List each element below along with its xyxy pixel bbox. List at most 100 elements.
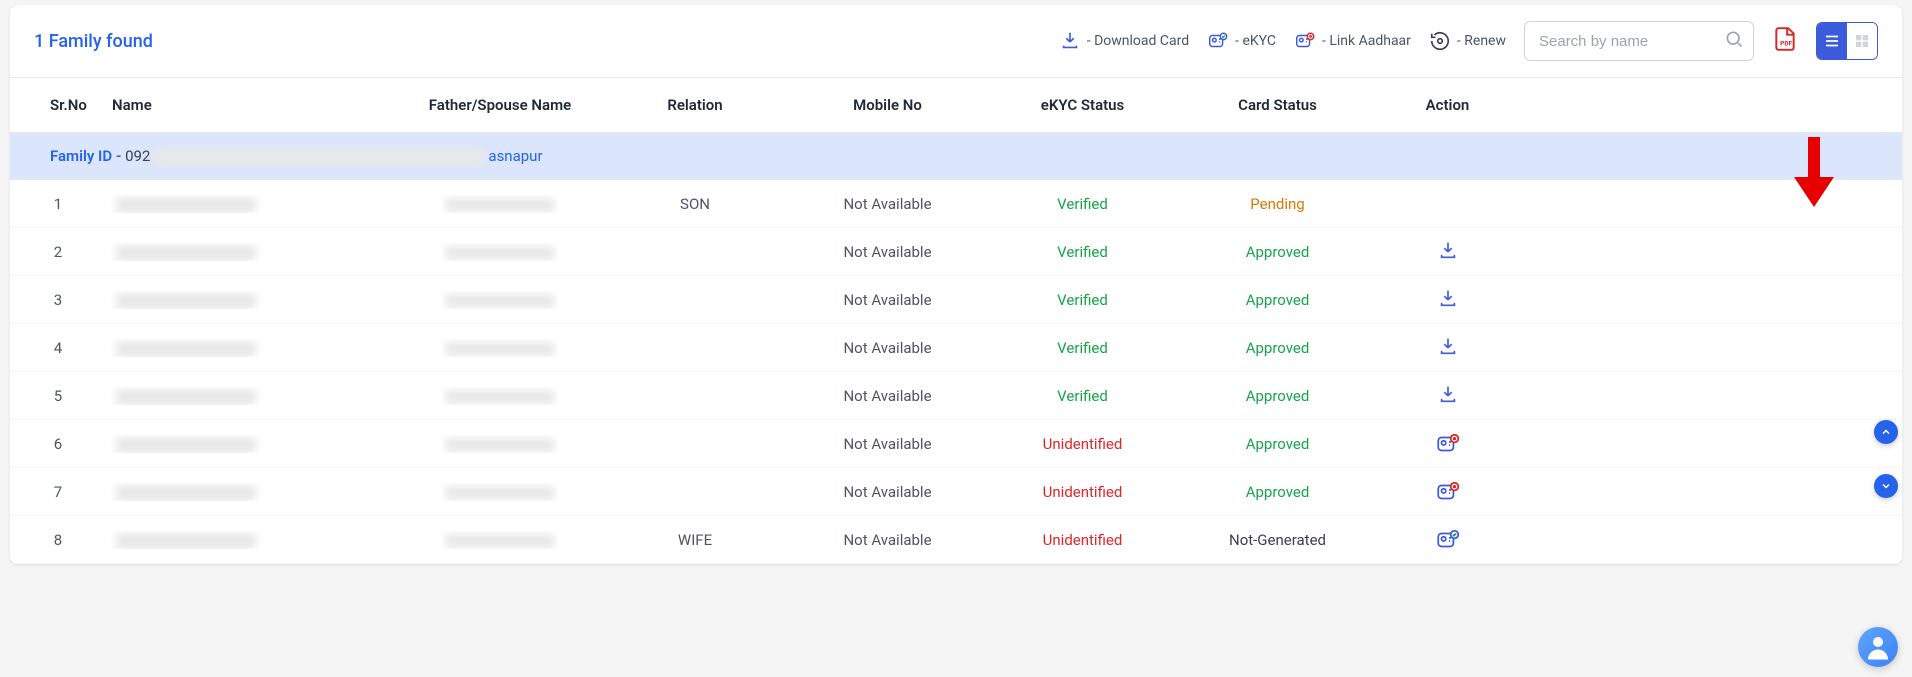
table-row: 7 Not AvailableUnidentifiedApproved bbox=[10, 468, 1902, 516]
cell-sr: 8 bbox=[10, 531, 100, 549]
ekyc-text: - eKYC bbox=[1235, 33, 1276, 49]
cell-mobile: Not Available bbox=[790, 387, 985, 405]
table-header-row: Sr.No Name Father/Spouse Name Relation M… bbox=[10, 78, 1902, 133]
cell-name bbox=[100, 531, 400, 549]
cell-ekyc-status: Unidentified bbox=[985, 483, 1180, 501]
cell-mobile: Not Available bbox=[790, 435, 985, 453]
table-row: 8 WIFENot AvailableUnidentifiedNot-Genera… bbox=[10, 516, 1902, 564]
col-relation: Relation bbox=[600, 96, 790, 114]
col-action: Action bbox=[1375, 96, 1520, 114]
cell-action bbox=[1375, 239, 1520, 265]
main-panel: 1 Family found - Download Card bbox=[10, 5, 1902, 564]
download-row-icon[interactable] bbox=[1437, 239, 1459, 265]
download-row-icon[interactable] bbox=[1437, 383, 1459, 409]
pdf-export-icon[interactable]: PDF bbox=[1772, 26, 1798, 56]
cell-sr: 4 bbox=[10, 339, 100, 357]
cell-mobile: Not Available bbox=[790, 291, 985, 309]
table-row: 5Not AvailableVerifiedApproved bbox=[10, 372, 1902, 420]
cell-name bbox=[100, 339, 400, 357]
table-row: 4 Not AvailableVerifiedApproved bbox=[10, 324, 1902, 372]
ekyc-row-icon[interactable] bbox=[1435, 431, 1461, 457]
col-name: Name bbox=[100, 96, 400, 114]
cell-ekyc-status: Verified bbox=[985, 387, 1180, 405]
highlight-arrow bbox=[1794, 137, 1834, 207]
scroll-down-button[interactable] bbox=[1874, 474, 1898, 498]
search-box bbox=[1524, 21, 1754, 61]
cell-father-spouse bbox=[400, 531, 600, 549]
download-card-text: - Download Card bbox=[1087, 33, 1189, 49]
cell-name bbox=[100, 195, 400, 213]
cell-ekyc-status: Unidentified bbox=[985, 435, 1180, 453]
cell-relation: WIFE bbox=[600, 531, 790, 549]
cell-card-status: Approved bbox=[1180, 483, 1375, 501]
cell-ekyc-status: Verified bbox=[985, 339, 1180, 357]
cell-name bbox=[100, 387, 400, 405]
download-row-icon[interactable] bbox=[1437, 287, 1459, 313]
cell-mobile: Not Available bbox=[790, 483, 985, 501]
header-actions: - Download Card - eKYC bbox=[1059, 21, 1878, 61]
cell-mobile: Not Available bbox=[790, 243, 985, 261]
family-id-suffix: asnapur bbox=[488, 147, 542, 165]
ekyc-icon bbox=[1207, 30, 1229, 52]
cell-action bbox=[1375, 431, 1520, 457]
col-father-spouse: Father/Spouse Name bbox=[400, 96, 600, 114]
link-aadhaar-link[interactable]: - Link Aadhaar bbox=[1294, 30, 1411, 52]
cell-mobile: Not Available bbox=[790, 531, 985, 549]
cell-father-spouse bbox=[400, 339, 600, 357]
family-id-prefix: 092 bbox=[125, 147, 150, 165]
cell-card-status: Approved bbox=[1180, 435, 1375, 453]
cell-ekyc-status: Verified bbox=[985, 243, 1180, 261]
download-card-link[interactable]: - Download Card bbox=[1059, 30, 1189, 52]
cell-card-status: Approved bbox=[1180, 243, 1375, 261]
cell-relation: SON bbox=[600, 195, 790, 213]
cell-sr: 7 bbox=[10, 483, 100, 501]
scroll-buttons bbox=[1874, 420, 1898, 498]
aadhaar-icon bbox=[1294, 30, 1316, 52]
grid-view-button[interactable] bbox=[1847, 23, 1877, 59]
chat-avatar[interactable] bbox=[1858, 627, 1898, 667]
cell-name bbox=[100, 291, 400, 309]
cell-card-status: Approved bbox=[1180, 291, 1375, 309]
cell-sr: 1 bbox=[10, 195, 100, 213]
family-id-label: Family ID - bbox=[50, 147, 125, 165]
search-input[interactable] bbox=[1524, 21, 1754, 61]
col-srno: Sr.No bbox=[10, 96, 100, 114]
cell-father-spouse bbox=[400, 435, 600, 453]
cell-mobile: Not Available bbox=[790, 195, 985, 213]
renew-icon bbox=[1429, 30, 1451, 52]
view-toggle bbox=[1816, 22, 1878, 60]
cell-father-spouse bbox=[400, 195, 600, 213]
col-card-status: Card Status bbox=[1180, 96, 1375, 114]
renew-link[interactable]: - Renew bbox=[1429, 30, 1506, 52]
cell-card-status: Approved bbox=[1180, 339, 1375, 357]
ekyc-link[interactable]: - eKYC bbox=[1207, 30, 1276, 52]
scroll-up-button[interactable] bbox=[1874, 420, 1898, 444]
cell-father-spouse bbox=[400, 243, 600, 261]
cell-card-status: Approved bbox=[1180, 387, 1375, 405]
list-view-button[interactable] bbox=[1817, 23, 1847, 59]
cell-action bbox=[1375, 527, 1520, 553]
ekyc-row-icon[interactable] bbox=[1435, 479, 1461, 505]
cell-father-spouse bbox=[400, 387, 600, 405]
cell-father-spouse bbox=[400, 291, 600, 309]
cell-ekyc-status: Unidentified bbox=[985, 531, 1180, 549]
cell-mobile: Not Available bbox=[790, 339, 985, 357]
table-row: 6Not AvailableUnidentifiedApproved bbox=[10, 420, 1902, 468]
cell-father-spouse bbox=[400, 483, 600, 501]
family-found-label: 1 Family found bbox=[34, 31, 153, 52]
cell-card-status: Not-Generated bbox=[1180, 531, 1375, 549]
download-row-icon[interactable] bbox=[1437, 335, 1459, 361]
aadhaar-text: - Link Aadhaar bbox=[1322, 33, 1411, 49]
renew-text: - Renew bbox=[1457, 33, 1506, 49]
ekyc-check-row-icon[interactable] bbox=[1435, 527, 1461, 553]
family-id-redacted bbox=[154, 149, 484, 165]
family-id-row: Family ID - 092 asnapur bbox=[10, 133, 1902, 180]
download-icon bbox=[1059, 30, 1081, 52]
svg-text:PDF: PDF bbox=[1780, 40, 1792, 48]
cell-name bbox=[100, 243, 400, 261]
search-icon bbox=[1724, 29, 1744, 53]
cell-sr: 3 bbox=[10, 291, 100, 309]
data-table: Sr.No Name Father/Spouse Name Relation M… bbox=[10, 78, 1902, 564]
cell-name bbox=[100, 435, 400, 453]
cell-sr: 2 bbox=[10, 243, 100, 261]
